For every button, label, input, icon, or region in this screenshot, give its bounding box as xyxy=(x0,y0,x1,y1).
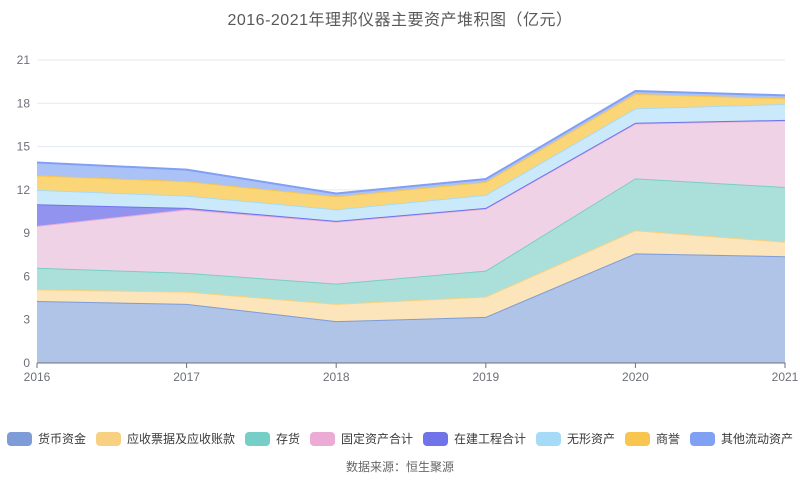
legend-item[interactable]: 其他流动资产 xyxy=(690,430,793,447)
x-axis-tick-label: 2018 xyxy=(323,370,350,384)
area-series-0 xyxy=(37,253,785,363)
legend-item[interactable]: 应收票据及应收账款 xyxy=(95,430,235,447)
y-axis-tick-label: 6 xyxy=(23,269,30,283)
legend-item[interactable]: 存货 xyxy=(244,430,300,447)
legend-swatch xyxy=(309,431,335,446)
legend-label: 货币资金 xyxy=(37,432,86,446)
legend-label: 无形资产 xyxy=(567,432,616,446)
x-axis-tick-label: 2017 xyxy=(173,370,200,384)
y-axis-tick-label: 15 xyxy=(17,140,31,154)
chart-legend: 货币资金 应收票据及应收账款 存货 固定资产合计 在建工程合计 无形资产 商誉 其他流动资产 xyxy=(0,430,800,447)
area-series-6 xyxy=(37,93,785,210)
chart-title: 2016-2021年理邦仪器主要资产堆积图（亿元） xyxy=(227,12,573,29)
area-series-4 xyxy=(37,119,785,226)
legend-item[interactable]: 无形资产 xyxy=(536,430,615,447)
area-series-3 xyxy=(37,120,785,284)
y-axis-tick-label: 9 xyxy=(23,226,30,240)
line-series-0 xyxy=(36,252,786,323)
legend-label: 应收票据及应收账款 xyxy=(126,432,235,446)
area-series-2 xyxy=(37,178,785,304)
legend-label: 存货 xyxy=(275,432,300,446)
line-series-5 xyxy=(36,103,786,211)
area-series-5 xyxy=(37,104,785,221)
legend-label: 固定资产合计 xyxy=(340,432,413,446)
y-axis-tick-label: 18 xyxy=(17,96,31,110)
legend-swatch xyxy=(423,431,448,446)
x-axis-tick-label: 2021 xyxy=(772,370,799,384)
legend-item[interactable]: 货币资金 xyxy=(6,430,86,447)
legend-swatch xyxy=(95,431,121,446)
y-axis-tick-label: 21 xyxy=(17,53,31,67)
legend-swatch xyxy=(690,431,716,446)
legend-label: 商誉 xyxy=(656,432,681,446)
legend-label: 其他流动资产 xyxy=(721,432,794,446)
legend-item[interactable]: 固定资产合计 xyxy=(309,430,413,447)
y-axis-tick-label: 0 xyxy=(23,356,30,370)
stacked-area-chart: 0 3 6 9 12 15 18 21 2016 2017 2018 2019 2020 2021 xyxy=(17,53,799,384)
legend-swatch xyxy=(244,431,270,446)
area-series-1 xyxy=(37,230,785,322)
x-axis-tick-label: 2020 xyxy=(622,370,649,384)
y-axis-tick-label: 3 xyxy=(23,313,30,327)
legend-swatch xyxy=(625,431,651,446)
legend-label: 在建工程合计 xyxy=(454,432,527,446)
legend-swatch xyxy=(6,431,32,446)
y-axis-tick-label: 12 xyxy=(17,183,31,197)
legend-swatch xyxy=(536,431,562,446)
legend-item[interactable]: 商誉 xyxy=(625,430,680,447)
line-series-7 xyxy=(36,90,786,195)
data-source-caption: 数据来源：恒生聚源 xyxy=(345,460,454,474)
x-axis-tick-label: 2019 xyxy=(472,370,499,384)
x-axis-tick-label: 2016 xyxy=(24,370,51,384)
legend-item[interactable]: 在建工程合计 xyxy=(423,430,526,447)
